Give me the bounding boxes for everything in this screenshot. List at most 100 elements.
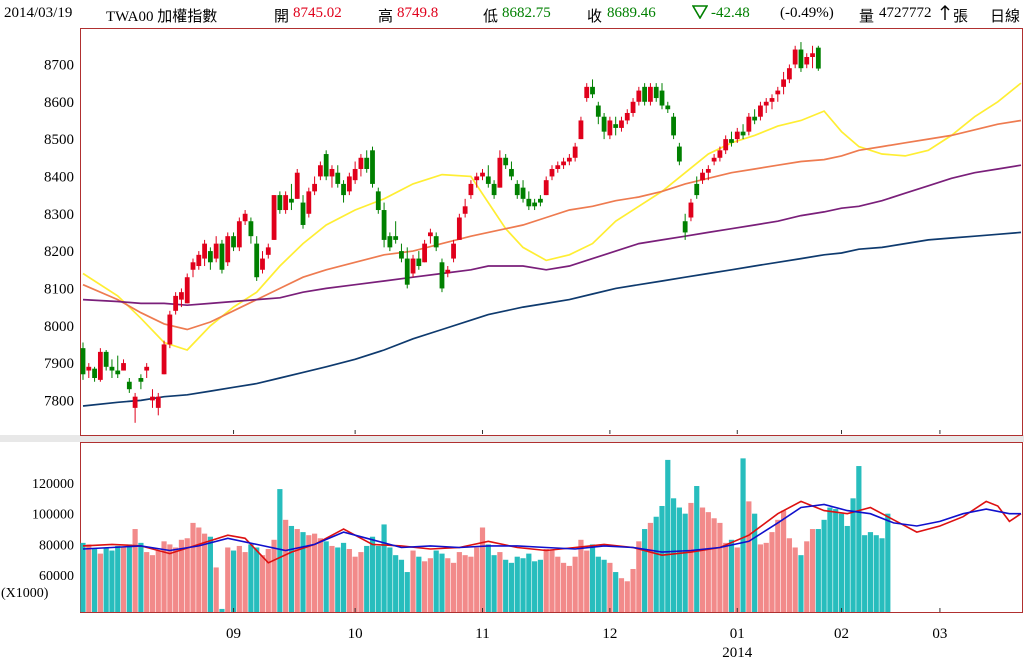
volume-bar [91, 549, 98, 612]
volume-bar [821, 519, 827, 612]
volume-bar [364, 545, 370, 612]
candle-body [375, 191, 381, 211]
volume-bar [149, 555, 156, 612]
candle-body [549, 168, 555, 177]
candle-body [636, 90, 642, 102]
volume-bar [804, 541, 810, 612]
volume-bar [375, 545, 381, 612]
volume-bar [225, 547, 231, 612]
candle-body [109, 366, 115, 371]
volume-bar [503, 559, 509, 612]
candle-body [705, 168, 711, 173]
volume-bar [144, 552, 150, 612]
volume-bar [213, 567, 219, 612]
candle-body [115, 370, 121, 375]
candle-body [700, 172, 705, 181]
volume-bar [410, 550, 416, 612]
close-value: 8689.46 [607, 5, 656, 21]
price-tick-label: 8500 [44, 132, 74, 148]
candle-body [294, 172, 300, 199]
volume-bar [173, 547, 179, 612]
volume-bar [479, 527, 486, 612]
volume-average-line [82, 503, 1021, 553]
candle-body [781, 79, 786, 87]
candle-body [503, 157, 509, 166]
volume-bar [340, 542, 347, 612]
candle-body [746, 116, 752, 132]
volume-bar [346, 549, 352, 612]
volume-bar [711, 518, 717, 612]
low-label: 低 [483, 9, 499, 25]
volume-bar [358, 552, 364, 612]
volume-bar [885, 513, 891, 612]
candle-body [231, 236, 236, 248]
candle-body [265, 247, 271, 255]
candle-body [86, 366, 92, 371]
candle-body [416, 258, 422, 267]
volume-bar [653, 516, 659, 612]
close-label: 收 [587, 9, 603, 25]
price-panel-frame [80, 28, 1023, 436]
candle-body [451, 243, 456, 259]
volume-bar [485, 544, 491, 612]
volume-bar [317, 538, 323, 612]
candle-body [532, 202, 538, 207]
low-value: 8682.75 [502, 5, 551, 21]
candle-body [653, 86, 659, 99]
candle-body [682, 221, 688, 233]
volume-bar [445, 558, 451, 612]
candle-body [97, 351, 103, 380]
candle-body [642, 86, 648, 102]
volume-bar [879, 538, 885, 612]
high-label: 高 [378, 9, 394, 25]
candle-body [613, 124, 619, 128]
candle-body [271, 195, 277, 240]
candle-body [572, 146, 578, 158]
volume-bar [537, 559, 544, 612]
candle-body [607, 120, 613, 136]
quote-header: 2014/03/19 TWA00 加權指數 開 8745.02 高 8749.8… [0, 0, 1024, 28]
volume-bar [416, 556, 422, 612]
volume-bar [867, 532, 874, 612]
price-tick-label: 8100 [44, 281, 74, 297]
volume-bar [433, 550, 439, 612]
volume-bar [775, 519, 781, 612]
volume-bar [393, 555, 399, 612]
candle-body [103, 351, 109, 367]
volume-tick-label: 60000 [39, 569, 74, 584]
volume-bar [514, 556, 520, 612]
volume-bar [201, 533, 208, 612]
year-label: 2014 [722, 645, 753, 661]
candle-body [323, 154, 329, 177]
volume-bar [688, 502, 694, 612]
candle-body [439, 262, 445, 289]
candle-body [213, 243, 219, 259]
volume-bar [833, 509, 839, 612]
candle-body [590, 86, 595, 95]
candle-body [352, 168, 358, 181]
volume-bar [670, 498, 677, 612]
volume-bar [259, 555, 266, 612]
price-tick-label: 8000 [44, 319, 74, 335]
candle-body [150, 396, 155, 401]
candle-body [566, 157, 572, 162]
price-tick-label: 8600 [44, 95, 74, 111]
volume-bar [422, 561, 428, 612]
candle-body [254, 243, 260, 278]
moving-average-line [82, 119, 1022, 331]
volume-moving-averages [82, 500, 1022, 564]
moving-average-line [82, 231, 1022, 407]
volume-bar [757, 544, 764, 612]
price-tick-label: 8400 [44, 169, 74, 185]
volume-bar [636, 541, 642, 612]
candle-body [173, 295, 179, 311]
volume-bar [404, 572, 410, 612]
volume-bar [665, 459, 671, 612]
candle-body [300, 202, 306, 225]
volume-axis: 60000 80000 100000 120000 [32, 477, 74, 584]
volume-bar [520, 558, 526, 612]
volume-bar [618, 578, 625, 612]
price-tick-label: 7800 [44, 393, 74, 409]
candle-body [688, 202, 694, 218]
volume-bar [456, 552, 462, 612]
